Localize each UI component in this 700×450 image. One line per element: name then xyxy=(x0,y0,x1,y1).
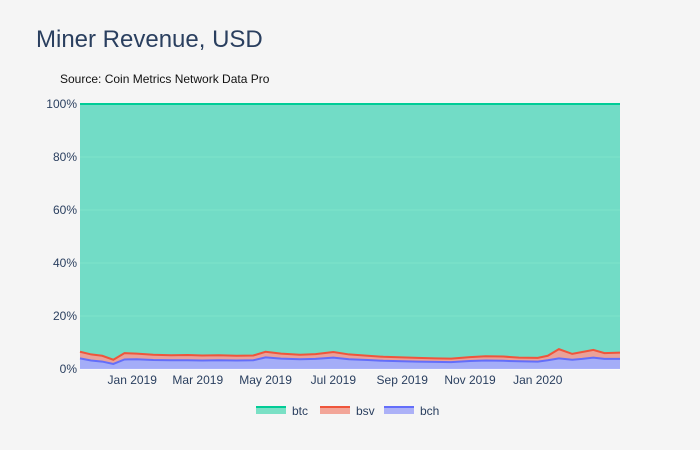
y-tick-label: 80% xyxy=(53,150,77,164)
y-tick-label: 20% xyxy=(53,309,77,323)
x-tick-label: Jan 2020 xyxy=(513,373,563,387)
x-tick-label: Jul 2019 xyxy=(311,373,357,387)
legend-label-bsv: bsv xyxy=(356,404,375,418)
x-tick-label: Sep 2019 xyxy=(377,373,429,387)
y-tick-label: 60% xyxy=(53,203,77,217)
area-bch xyxy=(80,357,620,369)
y-tick-label: 100% xyxy=(46,97,77,111)
y-tick-label: 40% xyxy=(53,256,77,270)
chart-subtitle: Source: Coin Metrics Network Data Pro xyxy=(60,72,270,86)
legend-swatch-bsv xyxy=(320,407,350,414)
x-tick-label: Nov 2019 xyxy=(444,373,496,387)
line-bch xyxy=(79,356,620,366)
chart-title: Miner Revenue, USD xyxy=(36,26,263,53)
x-tick-label: Mar 2019 xyxy=(172,373,223,387)
legend-label-btc: btc xyxy=(292,404,308,418)
legend-label-bch: bch xyxy=(420,404,439,418)
line-bsv xyxy=(79,348,621,361)
x-tick-label: Jan 2019 xyxy=(108,373,158,387)
y-tick-label: 0% xyxy=(60,362,78,376)
area-btc xyxy=(80,104,620,360)
legend-swatch-bch xyxy=(384,407,414,414)
x-tick-label: May 2019 xyxy=(239,373,292,387)
legend-swatch-btc xyxy=(256,407,286,414)
